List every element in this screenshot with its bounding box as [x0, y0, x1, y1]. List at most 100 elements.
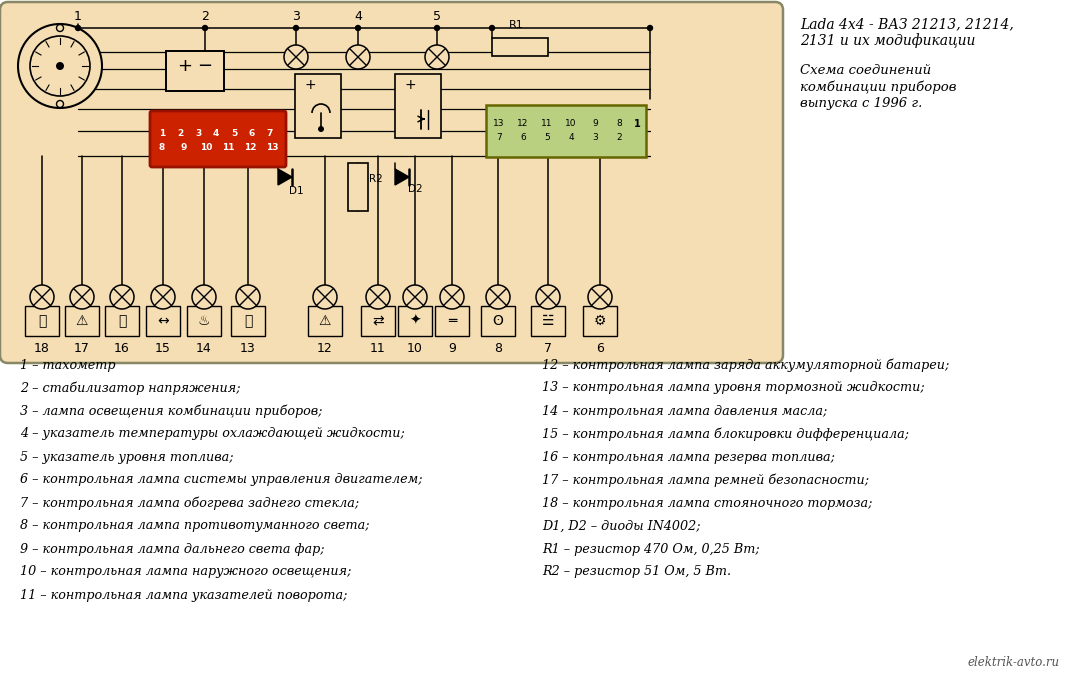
Text: 3: 3	[195, 128, 201, 138]
Text: 8: 8	[616, 120, 622, 128]
Circle shape	[70, 285, 94, 309]
FancyBboxPatch shape	[166, 51, 224, 91]
Circle shape	[75, 26, 80, 31]
FancyBboxPatch shape	[25, 306, 59, 336]
Text: 6: 6	[248, 128, 255, 138]
Text: 7: 7	[544, 342, 552, 356]
Text: 5: 5	[231, 128, 237, 138]
Circle shape	[356, 26, 361, 31]
Text: ⚙: ⚙	[593, 314, 606, 328]
Text: ⛽: ⛽	[118, 314, 126, 328]
Circle shape	[435, 26, 439, 31]
Text: 14: 14	[196, 342, 212, 356]
FancyBboxPatch shape	[398, 306, 432, 336]
Text: 7 – контрольная лампа обогрева заднего стекла;: 7 – контрольная лампа обогрева заднего с…	[20, 496, 359, 510]
Text: D1: D1	[289, 186, 303, 196]
Text: 1: 1	[159, 128, 165, 138]
Circle shape	[151, 285, 175, 309]
Text: 13: 13	[494, 120, 504, 128]
Text: +: +	[304, 78, 316, 92]
Text: 10: 10	[200, 143, 212, 151]
FancyBboxPatch shape	[583, 306, 617, 336]
Text: 5: 5	[433, 10, 441, 24]
FancyBboxPatch shape	[65, 306, 99, 336]
Text: −: −	[197, 57, 212, 75]
Text: 5 – указатель уровня топлива;: 5 – указатель уровня топлива;	[20, 450, 233, 464]
Circle shape	[236, 285, 260, 309]
Circle shape	[110, 285, 134, 309]
Text: 2: 2	[616, 134, 622, 143]
Text: 18 – контрольная лампа стояночного тормоза;: 18 – контрольная лампа стояночного тормо…	[542, 496, 873, 509]
Text: 2: 2	[201, 10, 209, 24]
Text: 3: 3	[592, 134, 598, 143]
Text: 17 – контрольная лампа ремней безопасности;: 17 – контрольная лампа ремней безопаснос…	[542, 473, 869, 487]
Text: 15: 15	[155, 342, 171, 356]
Text: ☱: ☱	[542, 314, 555, 328]
Text: 16 – контрольная лампа резерва топлива;: 16 – контрольная лампа резерва топлива;	[542, 450, 835, 464]
Text: 12: 12	[317, 342, 333, 356]
Circle shape	[318, 126, 325, 132]
Text: 11 – контрольная лампа указателей поворота;: 11 – контрольная лампа указателей поворо…	[20, 589, 347, 602]
Text: elektrik-avto.ru: elektrik-avto.ru	[968, 656, 1060, 669]
Circle shape	[56, 62, 64, 70]
FancyBboxPatch shape	[150, 111, 286, 167]
Circle shape	[57, 24, 63, 31]
Text: Lada 4x4 - ВАЗ 21213, 21214,: Lada 4x4 - ВАЗ 21213, 21214,	[800, 17, 1014, 31]
Text: 2: 2	[177, 128, 183, 138]
Text: 8: 8	[159, 143, 165, 151]
Text: комбинации приборов: комбинации приборов	[800, 80, 956, 94]
Text: R1 – резистор 470 Ом, 0,25 Вт;: R1 – резистор 470 Ом, 0,25 Вт;	[542, 543, 759, 555]
Text: R2 – резистор 51 Ом, 5 Вт.: R2 – резистор 51 Ом, 5 Вт.	[542, 566, 731, 579]
Text: 2131 и их модификации: 2131 и их модификации	[800, 33, 976, 48]
Circle shape	[346, 45, 369, 69]
Text: 12: 12	[244, 143, 256, 151]
Text: 9 – контрольная лампа дальнего света фар;: 9 – контрольная лампа дальнего света фар…	[20, 543, 325, 555]
FancyBboxPatch shape	[492, 38, 548, 56]
FancyBboxPatch shape	[481, 306, 515, 336]
Text: 11: 11	[541, 120, 553, 128]
FancyBboxPatch shape	[361, 306, 395, 336]
Circle shape	[18, 24, 102, 108]
Text: +: +	[178, 57, 193, 75]
Text: ♨: ♨	[198, 314, 210, 328]
Text: ⚠: ⚠	[76, 314, 88, 328]
Text: 1: 1	[634, 119, 640, 129]
Text: D1, D2 – диоды IN4002;: D1, D2 – диоды IN4002;	[542, 519, 700, 532]
Text: 11: 11	[222, 143, 235, 151]
Circle shape	[293, 26, 299, 31]
Text: ⚠: ⚠	[319, 314, 331, 328]
Text: ↔: ↔	[157, 314, 169, 328]
Circle shape	[192, 285, 216, 309]
Text: 6: 6	[597, 342, 604, 356]
Text: ═: ═	[448, 314, 456, 328]
Circle shape	[486, 285, 510, 309]
FancyBboxPatch shape	[187, 306, 221, 336]
Circle shape	[588, 285, 612, 309]
Text: выпуска с 1996 г.: выпуска с 1996 г.	[800, 96, 922, 109]
FancyBboxPatch shape	[295, 74, 341, 138]
Text: 7: 7	[267, 128, 273, 138]
Text: 16: 16	[115, 342, 130, 356]
Text: Ⓟ: Ⓟ	[37, 314, 46, 328]
Text: 1 – тахометр: 1 – тахометр	[20, 359, 116, 371]
Text: R2: R2	[369, 174, 382, 184]
Circle shape	[440, 285, 464, 309]
Text: 10 – контрольная лампа наружного освещения;: 10 – контрольная лампа наружного освещен…	[20, 566, 351, 579]
Text: 12: 12	[517, 120, 529, 128]
FancyBboxPatch shape	[395, 74, 441, 138]
Text: 4: 4	[355, 10, 362, 24]
Text: 15 – контрольная лампа блокировки дифференциала;: 15 – контрольная лампа блокировки диффер…	[542, 427, 909, 441]
Text: 6 – контрольная лампа системы управления двигателем;: 6 – контрольная лампа системы управления…	[20, 473, 422, 486]
Text: +: +	[404, 78, 416, 92]
FancyBboxPatch shape	[308, 306, 342, 336]
Circle shape	[425, 45, 449, 69]
Text: 14 – контрольная лампа давления масла;: 14 – контрольная лампа давления масла;	[542, 405, 827, 418]
Text: 6: 6	[521, 134, 526, 143]
Circle shape	[403, 285, 427, 309]
Text: 7: 7	[496, 134, 502, 143]
Polygon shape	[395, 169, 409, 185]
FancyBboxPatch shape	[231, 306, 265, 336]
Circle shape	[30, 285, 54, 309]
Text: 4: 4	[569, 134, 574, 143]
Circle shape	[284, 45, 308, 69]
